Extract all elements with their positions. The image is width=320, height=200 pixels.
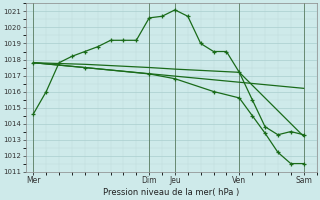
X-axis label: Pression niveau de la mer( hPa ): Pression niveau de la mer( hPa ) — [103, 188, 239, 197]
